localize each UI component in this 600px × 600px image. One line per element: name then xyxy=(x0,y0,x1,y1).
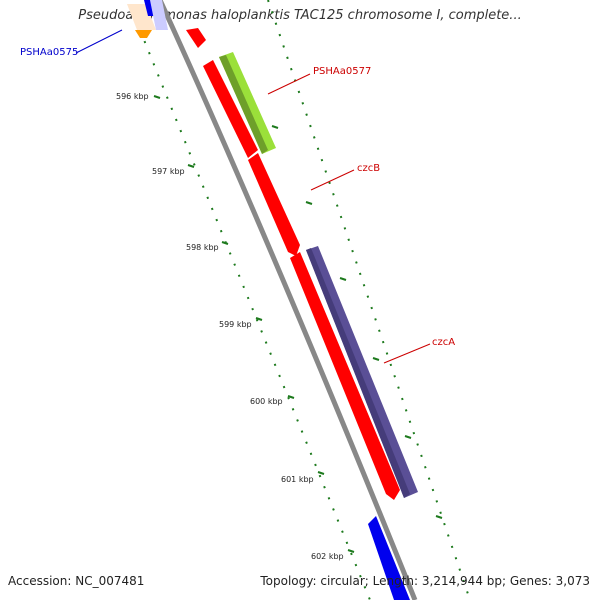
outer-dotted-ring xyxy=(267,0,471,600)
scale-label-599: 599 kbp xyxy=(219,320,252,329)
gene-blue-pale-top[interactable] xyxy=(150,0,168,30)
gene-labels[interactable]: PSHAa0575 PSHAa0577 czcB czcA xyxy=(20,47,455,348)
gene-label-leaders xyxy=(75,29,431,364)
scale-label-598: 598 kbp xyxy=(186,243,219,252)
scale-labels: 596 kbp 597 kbp 598 kbp 599 kbp 600 kbp … xyxy=(116,92,344,561)
gene-pshaa0577[interactable] xyxy=(203,60,258,158)
chromosome-backbone xyxy=(157,0,418,600)
gene-label-pshaa0577: PSHAa0577 xyxy=(313,66,371,77)
gene-orange-fragment[interactable] xyxy=(135,30,152,38)
accession-text: Accession: NC_007481 xyxy=(8,574,145,588)
scale-label-597: 597 kbp xyxy=(152,167,185,176)
gene-label-czca: czcA xyxy=(432,337,455,348)
gene-label-czcb: czcB xyxy=(357,163,380,174)
gene-red-downstream[interactable] xyxy=(290,252,400,500)
gene-red-top[interactable] xyxy=(186,28,206,48)
scale-label-602: 602 kbp xyxy=(311,552,344,561)
scale-label-601: 601 kbp xyxy=(281,475,314,484)
gene-czca-shade[interactable] xyxy=(306,248,410,498)
inner-ticks xyxy=(153,95,355,553)
gene-blue-bottom[interactable] xyxy=(368,516,410,600)
topology-summary: Topology: circular; Length: 3,214,944 bp… xyxy=(260,574,590,588)
scale-label-600: 600 kbp xyxy=(250,397,283,406)
outer-ticks xyxy=(271,125,443,519)
scale-label-596: 596 kbp xyxy=(116,92,149,101)
gene-pshaa0575[interactable] xyxy=(127,4,156,30)
gene-czcb[interactable] xyxy=(248,153,300,256)
gene-features[interactable] xyxy=(127,0,418,600)
map-title: Pseudoalteromonas haloplanktis TAC125 ch… xyxy=(78,8,522,23)
gene-green-shade[interactable] xyxy=(219,55,268,154)
gene-label-pshaa0575: PSHAa0575 xyxy=(20,47,78,58)
